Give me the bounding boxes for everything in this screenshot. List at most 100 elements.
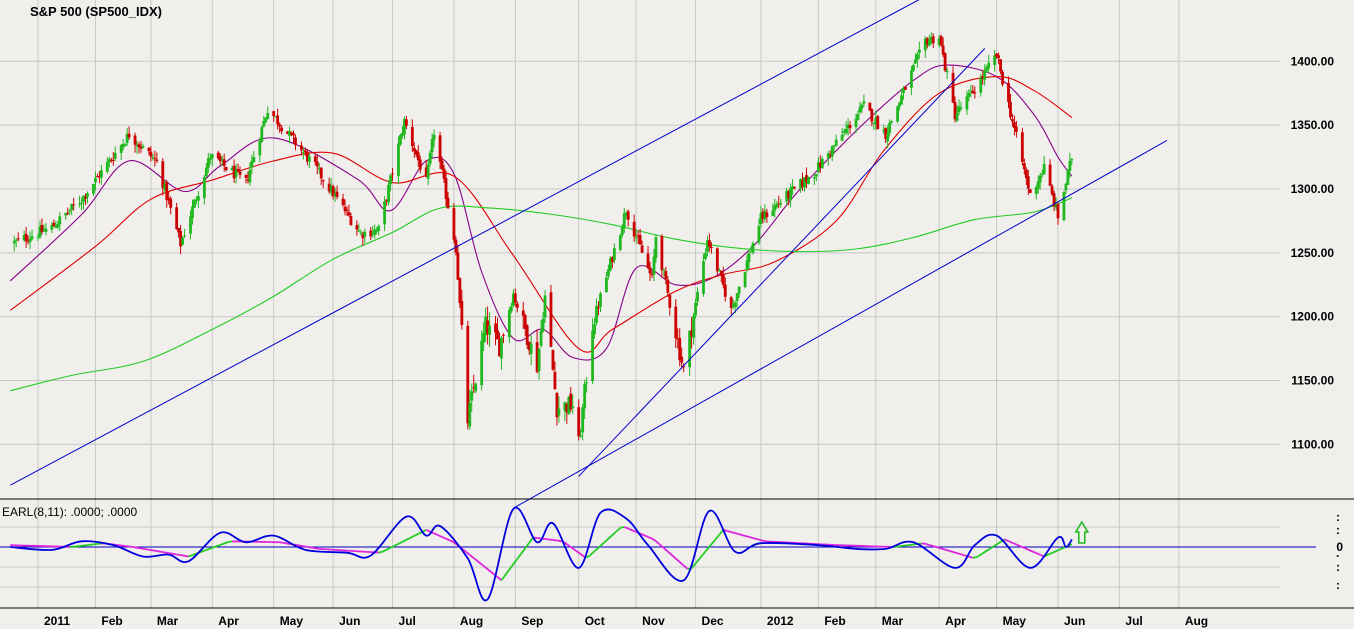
candle (937, 34, 941, 48)
candle (773, 198, 777, 218)
candle-body (1054, 204, 1058, 208)
indicator-slow-segment (524, 542, 530, 549)
candle-body (92, 183, 95, 194)
candle-body (444, 178, 448, 200)
candle (123, 143, 127, 147)
candle (1064, 182, 1068, 195)
candle (377, 224, 381, 236)
candle (460, 289, 464, 330)
candle-body (197, 196, 200, 201)
x-tick-label: Jul (1125, 614, 1142, 628)
candle-body (931, 36, 935, 44)
candle (412, 142, 416, 158)
candle (521, 301, 525, 330)
candle (72, 197, 76, 211)
candle (943, 52, 947, 73)
candle-body (1042, 163, 1046, 175)
candle-body (943, 52, 947, 71)
candle-body (706, 240, 709, 252)
candle (167, 191, 171, 205)
indicator-slow-segment (223, 541, 229, 545)
candle (731, 299, 735, 310)
candle-body (1009, 101, 1012, 118)
candle-body (886, 133, 890, 142)
candle (99, 164, 103, 186)
candle-body (999, 59, 1002, 72)
candle (385, 199, 388, 206)
candle (442, 164, 446, 183)
candle (678, 328, 682, 367)
candle (995, 53, 999, 59)
candle-body (222, 159, 226, 166)
candle-body (195, 199, 198, 201)
candle-body (915, 53, 919, 60)
candle-body (1020, 132, 1024, 162)
candle (147, 146, 151, 156)
signal-arrow-icon (1074, 520, 1090, 544)
candle (218, 153, 222, 166)
candle (127, 126, 131, 140)
candle (317, 162, 321, 174)
candle (149, 146, 153, 162)
candle-body (708, 240, 711, 247)
candle-body (529, 343, 533, 354)
candle (860, 103, 864, 114)
candle (632, 214, 636, 242)
candle-body (137, 144, 141, 147)
trendline-1 (578, 48, 986, 477)
indicator-slow-segment (631, 529, 637, 533)
indicator-slow-segment (219, 542, 225, 546)
candle (121, 139, 125, 151)
indicator-slow-segment (469, 554, 475, 559)
candle-body (234, 169, 238, 177)
candle-body (801, 179, 804, 187)
indicator-slow-segment (160, 550, 165, 554)
candle-body (771, 210, 775, 216)
candle (42, 224, 46, 232)
candle-body (369, 230, 373, 237)
candle-body (387, 184, 390, 203)
candle-body (579, 435, 583, 437)
candle-body (785, 190, 789, 202)
indicator-slow-segment (180, 554, 185, 557)
candle (169, 196, 173, 215)
candle (327, 177, 331, 194)
candle (791, 179, 795, 196)
candle (414, 150, 418, 158)
candle-body (500, 337, 503, 359)
candle-body (828, 154, 832, 156)
candle-body (721, 274, 725, 285)
candle-body (149, 151, 153, 157)
x-tick-label: Mar (157, 614, 179, 628)
indicator-slow-segment (125, 545, 130, 548)
candle-body (814, 174, 818, 177)
candle (418, 155, 422, 174)
indicator-slow-segment (738, 533, 744, 537)
indicator-slow-segment (405, 537, 411, 541)
candle (719, 270, 723, 283)
indicator-slow-segment (580, 553, 586, 558)
candle (349, 212, 353, 226)
candle (288, 126, 291, 144)
candle-body (527, 341, 531, 351)
candle-body (723, 284, 727, 297)
candle (785, 187, 789, 206)
indicator-slow-segment (1059, 546, 1065, 551)
indicator-slow-segment (544, 538, 550, 541)
candle-body (482, 332, 486, 343)
candle (40, 218, 44, 235)
indicator-scale-mark: · (1336, 549, 1340, 563)
candle (622, 207, 626, 234)
candle-body (979, 77, 983, 93)
candle-body (472, 387, 476, 389)
candle-body (515, 303, 519, 308)
candle-body (803, 177, 806, 188)
indicator-slow-segment (386, 546, 391, 551)
candle-body (12, 240, 16, 244)
candle-body (230, 168, 234, 171)
candle-body (139, 146, 143, 149)
indicator-slow-segment (620, 526, 625, 529)
candle (389, 173, 392, 192)
candle-body (183, 235, 186, 237)
